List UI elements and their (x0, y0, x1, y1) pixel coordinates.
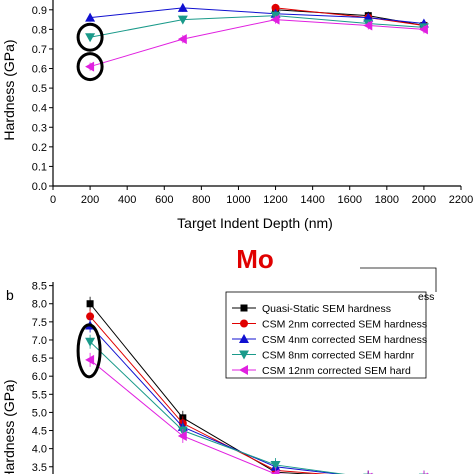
legend-entry-label: CSM 2nm corrected SEM hardness (262, 319, 427, 331)
top-data-point (270, 14, 280, 25)
top-y-tick-label: 0.9 (32, 5, 47, 17)
top-series-line (90, 7, 424, 24)
legend-entry-label: CSM 12nm corrected SEM hard (262, 365, 411, 377)
bottom-data-point (86, 300, 94, 308)
top-y-tick-label: 0.6 (32, 64, 47, 76)
top-x-tick-label: 600 (155, 194, 173, 206)
bottom-chart-title: Mo (236, 244, 274, 274)
top-x-tick-label: 0 (50, 194, 56, 206)
top-y-tick-label: 0.0 (32, 181, 47, 193)
top-data-point (85, 33, 96, 43)
legend-overflow-text: ess (418, 291, 434, 303)
bottom-y-tick-label: 8.0 (32, 299, 47, 311)
top-y-tick-label: 0.3 (32, 122, 47, 134)
bottom-panel-label: b (6, 287, 14, 303)
legend-entry-label: CSM 8nm corrected SEM hardnr (262, 350, 415, 362)
bottom-y-tick-label: 3.5 (32, 462, 47, 474)
top-x-tick-label: 1600 (337, 194, 361, 206)
top-data-point (85, 61, 95, 72)
bottom-y-tick-label: 5.0 (32, 407, 47, 419)
top-y-tick-label: 0.1 (32, 161, 47, 173)
bottom-y-tick-label: 6.5 (32, 353, 47, 365)
bottom-data-point (270, 460, 281, 470)
top-data-point (271, 3, 280, 12)
top-series-line (89, 19, 424, 68)
legend-marker (239, 350, 249, 360)
bottom-y-tick-label: 7.5 (32, 317, 47, 329)
bottom-data-point (270, 469, 280, 474)
bottom-legend: ess Quasi-Static SEM hardness CSM 2nm corr… (225, 267, 437, 379)
bottom-y-tick-label: 4.0 (32, 444, 47, 456)
top-x-tick-label: 2000 (412, 194, 436, 206)
legend-marker (240, 304, 248, 312)
bottom-y-tick-label: 7.0 (32, 335, 47, 347)
top-x-tick-label: 800 (192, 194, 210, 206)
top-x-tick-label: 200 (81, 194, 99, 206)
bottom-y-tick-label: 8.5 (32, 281, 47, 293)
top-data-point (177, 15, 188, 25)
bottom-y-tick-label: 4.5 (32, 426, 47, 438)
legend-outer-frame (360, 267, 437, 292)
bottom-data-point (85, 337, 96, 347)
bottom-y-tick-label: 6.0 (32, 371, 47, 383)
legend-marker (239, 365, 248, 375)
top-x-tick-label: 400 (118, 194, 136, 206)
panel-top-chart: Hardness (GPa) 0.0 0.1 0.2 0.3 0.4 0.5 0.6 0.7 0… (1, 0, 473, 231)
top-data-point (363, 12, 374, 22)
top-y-tick-label: 0.5 (32, 83, 47, 95)
top-x-tick-label: 1000 (226, 194, 250, 206)
bottom-y-tick-label: 5.5 (32, 389, 47, 401)
top-x-tick-label: 2200 (449, 194, 473, 206)
top-data-point (85, 12, 96, 22)
top-data-point (177, 2, 188, 12)
top-axes-frame (52, 0, 461, 187)
top-data-point (177, 34, 187, 45)
top-x-tick-label: 1800 (375, 194, 399, 206)
bottom-y-axis-label: Hardness (GPa) (1, 379, 17, 474)
legend-marker (239, 334, 249, 343)
bottom-data-point (85, 354, 95, 365)
top-y-tick-label: 0.4 (32, 103, 47, 115)
legend-entry-label: CSM 4nm corrected SEM hardness (262, 334, 427, 346)
top-y-tick-label: 0.2 (32, 142, 47, 154)
legend-entry-label: Quasi-Static SEM hardness (262, 303, 391, 315)
top-y-axis-label: Hardness (GPa) (1, 39, 17, 140)
top-x-tick-label: 1200 (263, 194, 287, 206)
top-highlight-circle (76, 22, 104, 52)
bottom-data-point (177, 430, 187, 441)
top-data-point (363, 20, 373, 31)
legend-box (225, 291, 427, 379)
bottom-highlight-circle (76, 323, 102, 379)
bottom-data-point (86, 312, 95, 321)
top-x-tick-label: 1400 (300, 194, 324, 206)
top-y-tick-label: 0.8 (32, 24, 47, 36)
top-y-tick-label: 0.7 (32, 44, 47, 56)
bottom-series-line (89, 359, 289, 474)
top-highlight-circle (76, 52, 104, 82)
legend-marker (240, 319, 248, 328)
top-x-axis-label: Target Indent Depth (nm) (177, 215, 333, 231)
top-data-point (418, 24, 428, 35)
panel-bottom-chart: b Mo Hardness (GPa) 3.5 4.0 4.5 5.0 5.5 6.0 6.… (1, 244, 437, 474)
